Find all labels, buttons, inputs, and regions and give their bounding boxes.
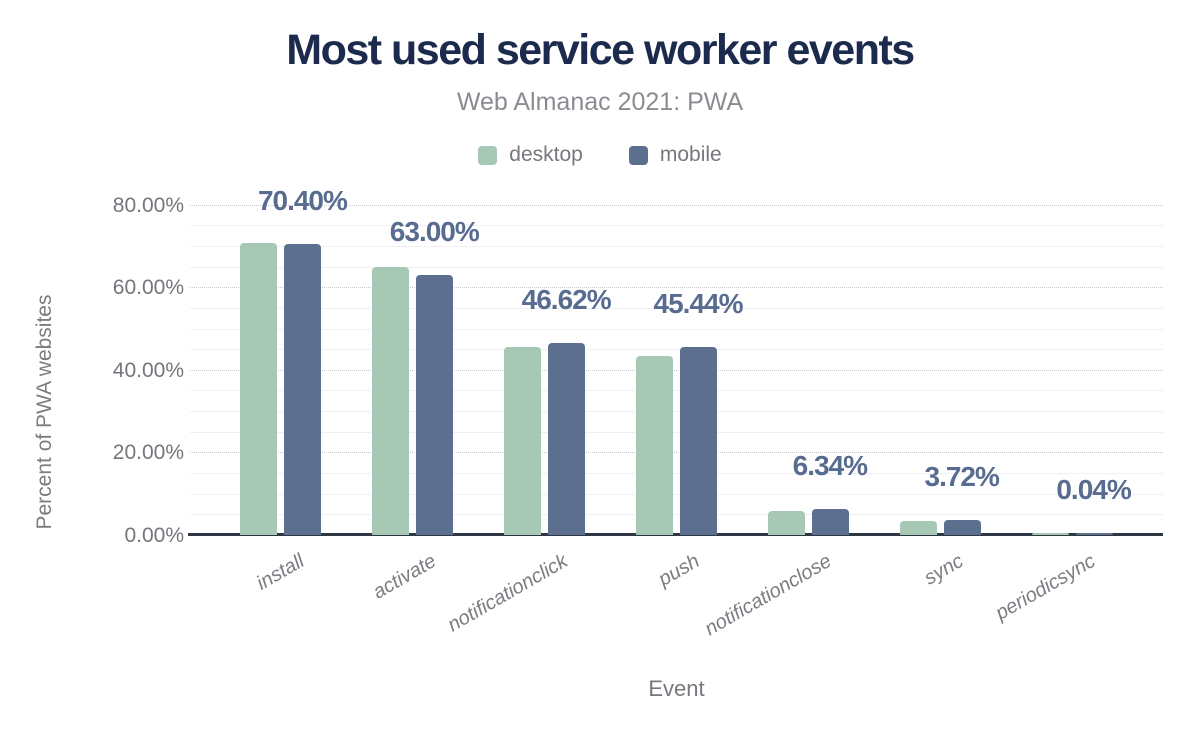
minor-gridline-75 [190, 225, 1163, 227]
major-gridline-20 [190, 452, 1163, 454]
bar-push-mobile[interactable] [679, 347, 717, 535]
value-label-periodicsync: 0.04% [1056, 474, 1131, 505]
y-tick-80: 80.00% [112, 193, 184, 217]
minor-gridline-10 [190, 493, 1163, 495]
bar-activate-desktop[interactable] [372, 266, 410, 535]
bar-install-mobile[interactable] [284, 244, 322, 535]
bar-push-desktop[interactable] [635, 355, 673, 535]
legend-label-desktop: desktop [509, 143, 583, 166]
x-tick-sync: sync [920, 550, 968, 590]
x-tick-activate: activate [369, 550, 440, 604]
y-tick-60: 60.00% [112, 276, 184, 300]
minor-gridline-15 [190, 473, 1163, 475]
bar-group-notificationclose [742, 508, 874, 535]
bar-periodicsync-mobile[interactable] [1075, 533, 1113, 535]
minor-gridline-55 [190, 307, 1163, 309]
x-tick-push: push [654, 550, 704, 591]
minor-gridline-50 [190, 328, 1163, 330]
plot-area: 70.40% 63.00% 46.62% 45.44% 6.34% 3.72% 0.04% [188, 185, 1163, 536]
bar-notificationclick-mobile[interactable] [548, 342, 586, 535]
chart-title: Most used service worker events [286, 26, 915, 74]
major-gridline-40 [190, 369, 1163, 371]
value-label-install: 70.40% [257, 185, 348, 217]
legend: desktop mobile [0, 143, 1200, 167]
value-label-notificationclick: 46.62% [521, 283, 612, 315]
x-tick-install: install [252, 550, 308, 595]
value-label-notificationclose: 6.34% [792, 449, 868, 481]
minor-gridline-30 [190, 411, 1163, 413]
minor-gridline-45 [190, 349, 1163, 351]
y-tick-40: 40.00% [112, 358, 184, 382]
bar-group-sync [874, 519, 1006, 535]
bar-group-install [215, 242, 347, 535]
minor-gridline-35 [190, 390, 1163, 392]
legend-swatch-mobile-icon [628, 145, 648, 165]
x-tick-periodicsync: periodicsync [991, 550, 1100, 625]
bar-notificationclose-desktop[interactable] [767, 511, 805, 535]
x-axis-title: Event [648, 676, 705, 701]
value-label-push: 45.44% [653, 288, 744, 320]
bar-group-activate [347, 266, 479, 535]
bar-group-periodicsync [1006, 533, 1138, 535]
value-label-activate: 63.00% [389, 215, 480, 247]
bar-group-notificationclick [479, 342, 611, 535]
minor-gridline-5 [190, 514, 1163, 516]
major-gridline-60 [190, 287, 1163, 289]
x-tick-notificationclose: notificationclose [701, 550, 836, 641]
y-tick-0: 0.00% [124, 524, 184, 547]
x-axis-ticks: install activate notificationclick push noti… [190, 542, 1163, 662]
legend-item-desktop: desktop [478, 143, 583, 167]
bar-notificationclick-desktop[interactable] [504, 346, 542, 535]
bar-group-push [611, 347, 743, 535]
y-axis-ticks: 0.00% 20.00% 40.00% 60.00% 80.00% [0, 185, 184, 547]
legend-item-mobile: mobile [628, 143, 722, 167]
legend-label-mobile: mobile [659, 143, 722, 166]
y-tick-20: 20.00% [112, 441, 184, 465]
bar-activate-mobile[interactable] [416, 274, 454, 535]
x-tick-notificationclick: notificationclick [444, 550, 572, 637]
bar-sync-desktop[interactable] [899, 520, 937, 535]
bar-periodicsync-desktop[interactable] [1031, 533, 1069, 535]
minor-gridline-25 [190, 431, 1163, 433]
bar-install-desktop[interactable] [240, 242, 278, 535]
legend-swatch-desktop-icon [478, 145, 498, 165]
bar-sync-mobile[interactable] [943, 519, 981, 535]
x-axis-line [188, 533, 1163, 536]
bar-notificationclose-mobile[interactable] [811, 508, 849, 535]
chart-subtitle: Web Almanac 2021: PWA [456, 88, 744, 116]
minor-gridline-70 [190, 245, 1163, 247]
major-gridline-80 [190, 204, 1163, 206]
minor-gridline-65 [190, 266, 1163, 268]
value-label-sync: 3.72% [924, 460, 1000, 492]
